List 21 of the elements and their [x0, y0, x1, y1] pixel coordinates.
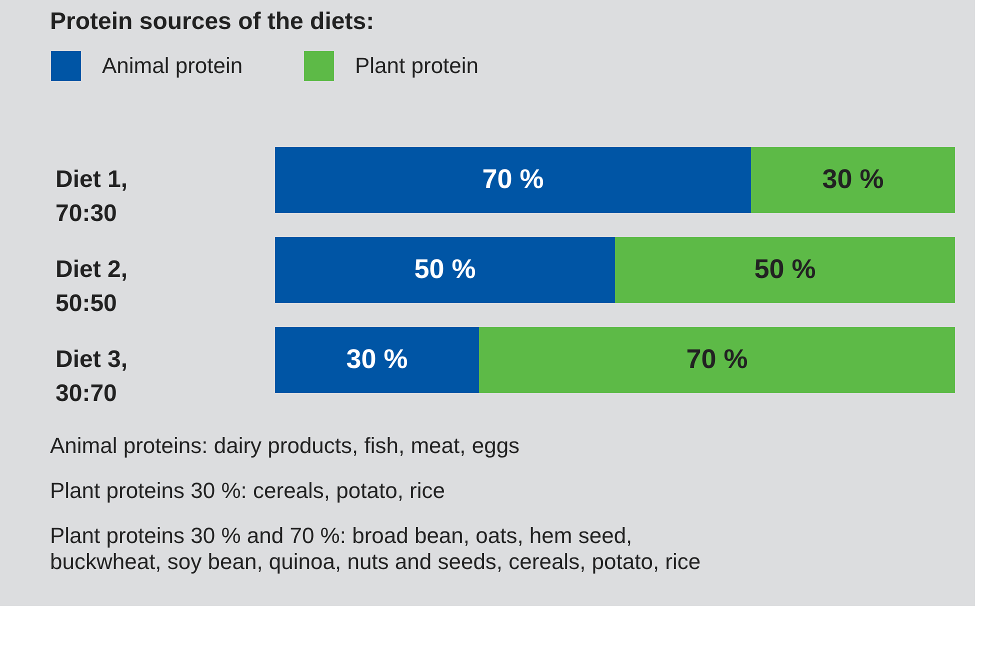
bar [275, 327, 479, 393]
legend-label: Animal protein [102, 53, 243, 78]
bar [275, 147, 751, 213]
text: Plant proteins 30 % and 70 %: broad bean, oats, hem seed, buckwheat, soy bean, quinoa, nuts and seeds, cereals, potato, rice [50, 523, 701, 574]
y-tick-label: Diet 2, 50:50 [56, 256, 128, 317]
bar [275, 237, 615, 303]
bar [479, 327, 955, 393]
data-label: 30 % [346, 344, 408, 374]
data-label: 70 % [482, 164, 544, 194]
text: Animal proteins: dairy products, fish, meat, eggs [50, 433, 520, 458]
legend-title: Protein sources of the diets: [50, 8, 374, 35]
bar [751, 147, 955, 213]
data-label: 50 % [754, 254, 816, 284]
text: Plant proteins 30 %: cereals, potato, rice [50, 478, 445, 503]
y-tick-label: Diet 1, 70:30 [56, 166, 128, 227]
data-label: 70 % [686, 344, 748, 374]
legend-label: Plant protein [355, 53, 479, 78]
y-tick-label: Diet 3, 30:70 [56, 346, 128, 407]
data-label: 30 % [822, 164, 884, 194]
bar [615, 237, 955, 303]
data-label: 50 % [414, 254, 476, 284]
